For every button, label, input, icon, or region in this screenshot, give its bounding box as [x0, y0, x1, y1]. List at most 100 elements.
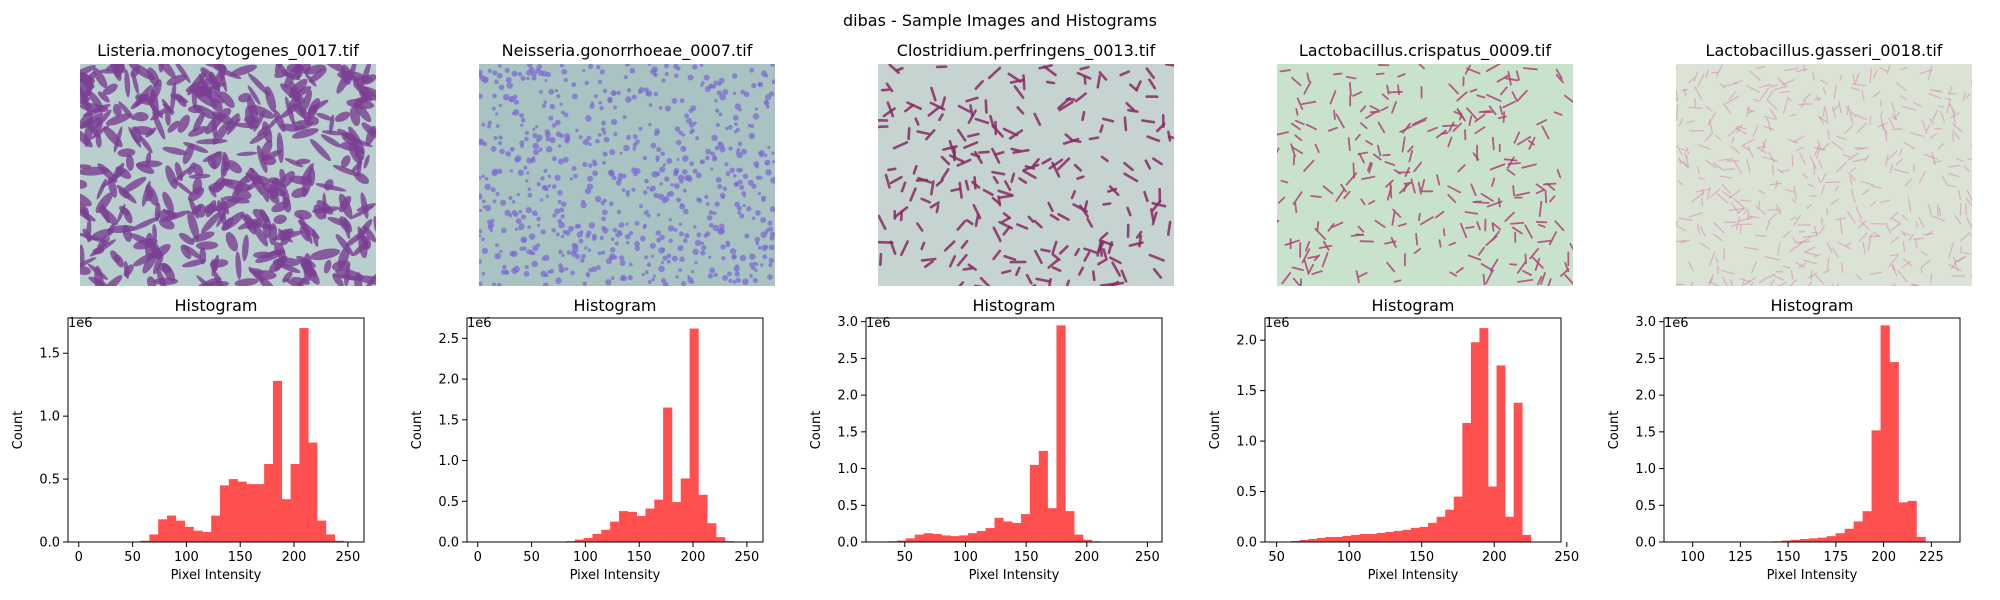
panels-container: Listeria.monocytogenes_0017.tif Histogram…	[11, 41, 1972, 583]
histogram-bar	[618, 511, 629, 542]
histogram-bar	[1029, 464, 1040, 542]
histogram-bar	[1880, 325, 1890, 542]
histogram-bar	[219, 485, 230, 542]
histogram-chart: Histogram 0 50 100 150 200 250 0.0 0.5 1.0 1.5 2.0 2…	[410, 296, 764, 583]
histogram-bar	[1522, 534, 1532, 542]
histogram-bar	[237, 481, 247, 542]
histogram-bar	[1889, 362, 1899, 542]
chart-title: Histogram	[175, 296, 258, 315]
y-tick-label: 2.5	[1635, 352, 1656, 367]
histogram-bar	[574, 539, 584, 542]
histogram-bar	[1781, 540, 1792, 542]
x-tick-label: 150	[228, 550, 253, 565]
histogram-bar	[1359, 533, 1369, 542]
y-tick-label: 0.0	[837, 536, 858, 551]
histogram-bar	[1385, 531, 1395, 542]
histogram-chart: Histogram 50 100 150 200 250 0.0 0.5 1.0 1.5 2.0 2.…	[809, 296, 1163, 583]
x-tick-label: 0	[75, 550, 83, 565]
chart-title: Histogram	[1372, 296, 1455, 315]
x-tick-label: 200	[1871, 550, 1896, 565]
y-axis-label: Count	[809, 411, 824, 450]
y-tick-label: 0.0	[1635, 536, 1656, 551]
histogram-bar	[1342, 535, 1352, 542]
histogram-bar	[299, 328, 309, 542]
histogram-bar	[923, 533, 933, 542]
histogram-bar	[228, 479, 238, 542]
panel-4: Lactobacillus.crispatus_0009.tif Histogra…	[1208, 41, 1579, 583]
y-tick-label: 1.5	[39, 347, 60, 362]
histogram-bar	[1368, 533, 1378, 542]
y-tick-label: 0.0	[1236, 536, 1257, 551]
y-tick-label: 2.5	[837, 352, 858, 367]
y-scale-offset-label: 1e6	[866, 316, 891, 331]
histogram-bar	[897, 540, 907, 542]
histogram-bar	[211, 515, 221, 542]
y-scale-offset-label: 1e6	[68, 316, 93, 331]
histogram-bar	[654, 499, 664, 542]
y-tick-label: 1.0	[837, 462, 858, 477]
histogram-bar	[994, 517, 1004, 542]
histogram-bar	[1488, 486, 1497, 542]
histogram-bar	[1898, 502, 1908, 542]
x-tick-label: 250	[1554, 550, 1579, 565]
histogram-bar	[985, 528, 995, 542]
histogram-bar	[1402, 529, 1412, 542]
y-tick-label: 0.5	[39, 473, 60, 488]
y-tick-label: 0.0	[438, 536, 459, 551]
histogram-bar	[167, 515, 177, 542]
histogram-bar	[334, 540, 344, 542]
histogram-bar	[627, 511, 637, 542]
y-tick-label: 1.5	[837, 425, 858, 440]
histogram-bar	[1871, 430, 1881, 542]
histogram-bar	[1907, 500, 1917, 542]
histogram-bar	[1496, 365, 1506, 542]
figure-title: dibas - Sample Images and Histograms	[843, 11, 1157, 30]
x-tick-label: 50	[897, 550, 914, 565]
x-tick-label: 0	[474, 550, 482, 565]
histogram-bar	[1436, 516, 1446, 542]
panel-2: Neisseria.gonorrhoeae_0007.tif Histogram 0…	[410, 41, 775, 583]
x-tick-label: 100	[174, 550, 199, 565]
y-scale-offset-label: 1e6	[1664, 316, 1689, 331]
micrograph-image	[479, 64, 775, 286]
histogram-bar	[1308, 538, 1318, 542]
histogram-bar	[158, 519, 168, 542]
y-tick-label: 0.5	[837, 499, 858, 514]
axes-frame	[1663, 317, 1961, 543]
x-tick-label: 250	[734, 550, 759, 565]
histogram-bar	[1047, 508, 1057, 542]
y-tick-label: 1.0	[1236, 435, 1257, 450]
x-tick-label: 125	[1728, 550, 1753, 565]
y-tick-label: 1.5	[438, 413, 459, 428]
x-tick-label: 100	[1337, 550, 1362, 565]
histogram-bar	[610, 521, 620, 542]
histogram-bar	[905, 538, 916, 542]
y-tick-label: 1.0	[438, 454, 459, 469]
x-tick-label: 100	[573, 550, 598, 565]
histogram-bar	[1428, 522, 1437, 542]
histogram-bar	[1799, 539, 1810, 542]
y-tick-label: 1.0	[1635, 462, 1656, 477]
micrograph-background	[1676, 64, 1972, 286]
y-tick-label: 0.5	[1635, 499, 1656, 514]
histogram-bar	[1351, 534, 1360, 542]
x-axis-label: Pixel Intensity	[570, 568, 661, 583]
chart-title: Histogram	[973, 296, 1056, 315]
histogram-bar	[1835, 533, 1845, 542]
histogram-bar	[1505, 516, 1514, 542]
histogram-bar	[1817, 537, 1828, 542]
histogram-bar	[149, 534, 159, 542]
panel-5: Lactobacillus.gasseri_0018.tif Histogram 1…	[1607, 41, 1972, 583]
y-axis-label: Count	[11, 411, 26, 450]
histogram-bar	[1299, 539, 1309, 542]
histogram-bar	[663, 407, 673, 542]
histogram-bar	[950, 536, 960, 542]
y-axis-label: Count	[1607, 411, 1622, 450]
x-tick-label: 175	[1823, 550, 1848, 565]
y-tick-label: 2.5	[438, 332, 459, 347]
y-tick-label: 3.0	[1635, 315, 1656, 330]
histogram-bar	[264, 463, 274, 542]
y-tick-label: 0.5	[1236, 485, 1257, 500]
histogram-bar	[1790, 539, 1801, 542]
